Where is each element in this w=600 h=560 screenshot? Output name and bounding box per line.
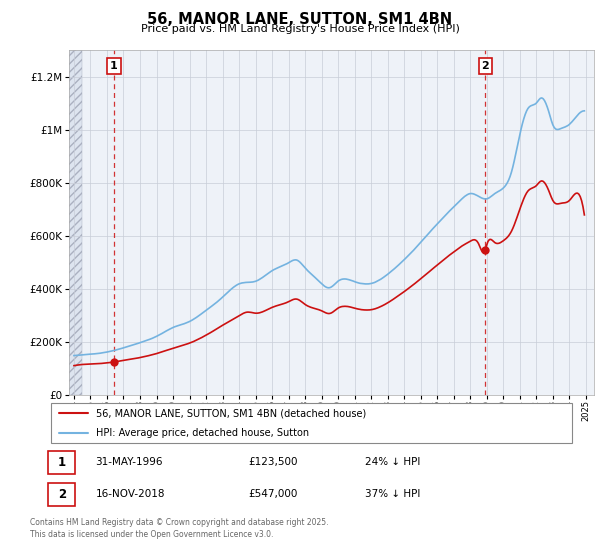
Text: 1: 1 xyxy=(110,61,118,71)
Text: 56, MANOR LANE, SUTTON, SM1 4BN (detached house): 56, MANOR LANE, SUTTON, SM1 4BN (detache… xyxy=(95,408,366,418)
Text: 1: 1 xyxy=(58,456,66,469)
Text: £547,000: £547,000 xyxy=(248,489,298,500)
Bar xyxy=(69,50,82,395)
FancyBboxPatch shape xyxy=(48,483,76,506)
FancyBboxPatch shape xyxy=(50,403,572,444)
Text: Price paid vs. HM Land Registry's House Price Index (HPI): Price paid vs. HM Land Registry's House … xyxy=(140,24,460,34)
Text: 31-MAY-1996: 31-MAY-1996 xyxy=(95,457,163,467)
Text: HPI: Average price, detached house, Sutton: HPI: Average price, detached house, Sutt… xyxy=(95,428,308,438)
Text: 16-NOV-2018: 16-NOV-2018 xyxy=(95,489,165,500)
Text: £123,500: £123,500 xyxy=(248,457,298,467)
Text: 37% ↓ HPI: 37% ↓ HPI xyxy=(365,489,420,500)
Text: 56, MANOR LANE, SUTTON, SM1 4BN: 56, MANOR LANE, SUTTON, SM1 4BN xyxy=(148,12,452,27)
Text: 2: 2 xyxy=(58,488,66,501)
Text: 2: 2 xyxy=(481,61,489,71)
FancyBboxPatch shape xyxy=(48,451,76,474)
Text: Contains HM Land Registry data © Crown copyright and database right 2025.
This d: Contains HM Land Registry data © Crown c… xyxy=(30,518,329,539)
Text: 24% ↓ HPI: 24% ↓ HPI xyxy=(365,457,420,467)
